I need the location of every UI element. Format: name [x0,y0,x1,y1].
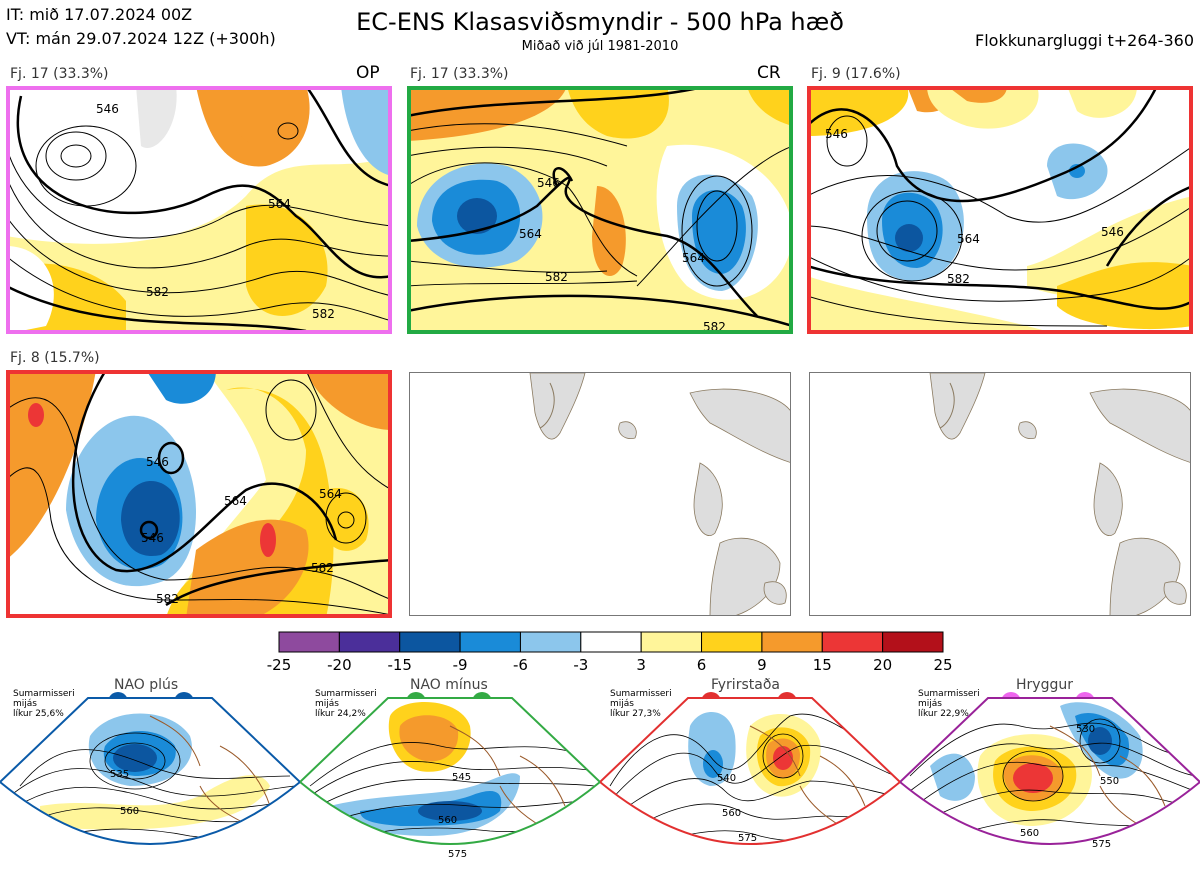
cluster-4-contour-label: 546 [146,455,169,469]
cluster-1-contour-label: 582 [146,285,169,299]
regime-title: NAO plús [114,677,179,693]
cluster-4-contour-label: 546 [141,531,164,545]
colorbar-tick-label: -9 [452,656,468,674]
empty-map-panel [409,372,791,616]
colorbar-swatch [701,631,763,653]
colorbar-tick-label: -20 [327,656,352,674]
cluster-1-frame [6,86,392,334]
colorbar-swatch [821,631,884,653]
colorbar-tick-label: -15 [387,656,412,674]
cluster-3-label: Fj. 9 (17.6%) [811,66,901,82]
colorbar-tick-label: -6 [512,656,528,674]
cluster-3-contour-label: 564 [957,232,980,246]
regime-season: Sumarmisseri mijás líkur 22,9% [918,689,980,719]
regime-season: Sumarmisseri mijás líkur 27,3% [610,689,672,719]
regime-contour-label: 535 [110,769,129,780]
regime-contour-label: 575 [738,833,757,844]
cluster-2-contour-label: 564 [682,251,705,265]
cluster-1-label: Fj. 17 (33.3%) [10,66,109,82]
colorbar-tick-label: -25 [266,656,292,674]
regime-contour-label: 560 [438,815,457,826]
cluster-1-tag: OP [356,63,380,83]
regime-contour-label: 575 [448,849,467,860]
regime-contour-label: 540 [717,773,736,784]
cluster-2-label: Fj. 17 (33.3%) [410,66,509,82]
cluster-3-contour-label: 546 [1101,225,1124,239]
regime-blocking: Fyrirstaða Sumarmisseri mijás líkur 27,3% [600,676,900,871]
regime-contour-label: 560 [1020,828,1039,839]
cluster-4-contour-label: 564 [224,494,247,508]
colorbar-swatch [399,631,461,653]
regime-contour-label: 550 [1100,776,1119,787]
colorbar [278,631,944,653]
empty-map-panel [809,372,1191,616]
colorbar-tick-label: 25 [933,656,953,674]
cluster-2-contour-label: 546 [537,176,560,190]
classification-window: Flokkunargluggi t+264-360 [975,31,1194,50]
cluster-2-contour-label: 564 [519,227,542,241]
regime-nao-minus: NAO mínus Sumarmisseri mijás líkur 24,2% [300,676,600,871]
init-time: IT: mið 17.07.2024 00Z [6,5,193,24]
cluster-4-contour-label: 582 [156,592,179,606]
regime-title: NAO mínus [410,677,488,693]
colorbar-swatch [459,631,521,653]
regime-season: Sumarmisseri mijás líkur 24,2% [315,689,377,719]
colorbar-tick-label: 20 [873,656,893,674]
cluster-2-tag: CR [757,63,781,83]
valid-time: VT: mán 29.07.2024 12Z (+300h) [6,29,276,48]
colorbar-tick-label: 15 [812,656,832,674]
page-subtitle: Miðað við júl 1981-2010 [521,39,679,54]
cluster-3-frame [807,86,1193,334]
colorbar-swatch [640,631,703,653]
cluster-3-map: 546 564 582 546 [807,86,1193,334]
regime-nao-plus: NAO plús Sumarmisseri mijás líkur 25,6% [0,676,300,871]
colorbar-tick-label: 3 [636,656,646,674]
colorbar-swatch [882,631,944,653]
colorbar-tick-label: -3 [573,656,589,674]
colorbar-swatch [761,631,823,653]
cluster-2-frame [407,86,793,334]
colorbar-swatch [338,631,401,653]
cluster-1-map: 546 564 582 582 [6,86,392,334]
cluster-4-label: Fj. 8 (15.7%) [10,350,100,366]
colorbar-swatch [519,631,582,653]
colorbar-tick-label: 9 [757,656,767,674]
regime-ridge: Hryggur Sumarmisseri mijás líkur 22,9% [900,676,1200,871]
cluster-1-contour-label: 564 [268,197,291,211]
regime-title: Hryggur [1016,677,1073,693]
cluster-3-contour-label: 546 [825,127,848,141]
regime-contour-label: 575 [1092,839,1111,850]
regime-contour-label: 560 [120,806,139,817]
regime-contour-label: 545 [452,772,471,783]
cluster-1-contour-label: 546 [96,102,119,116]
cluster-2-contour-label: 582 [545,270,568,284]
cluster-1-contour-label: 582 [312,307,335,321]
regime-contour-label: 560 [722,808,741,819]
cluster-2-map: 546 564 564 582 582 [407,86,793,334]
cluster-4-frame [6,370,392,618]
cluster-4-contour-label: 564 [319,487,342,501]
cluster-3-contour-label: 582 [947,272,970,286]
regime-season: Sumarmisseri mijás líkur 25,6% [13,689,75,719]
cluster-4-map: 546 546 564 564 582 582 [6,370,392,618]
colorbar-swatch [278,631,340,653]
page-title: EC-ENS Klasasviðsmyndir - 500 hPa hæð [356,8,844,36]
cluster-4-contour-label: 582 [311,561,334,575]
colorbar-swatch [580,631,642,653]
regime-title: Fyrirstaða [711,677,780,693]
colorbar-tick-label: 6 [696,656,707,674]
regime-contour-label: 530 [1076,724,1095,735]
